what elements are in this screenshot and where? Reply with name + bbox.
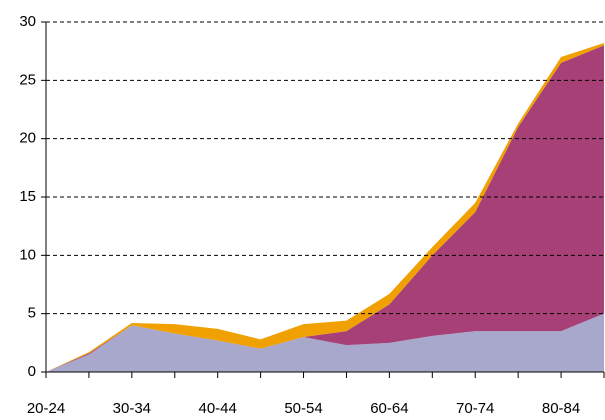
- area: [46, 313, 604, 372]
- y-tick-label: 0: [28, 363, 36, 380]
- y-tick-label: 5: [28, 305, 36, 322]
- y-tick-label: 20: [19, 130, 36, 147]
- y-tick-label: 10: [19, 246, 36, 263]
- y-tick-label: 15: [19, 188, 36, 205]
- x-tick-label: 70-74: [456, 400, 494, 417]
- y-tick-label: 30: [19, 13, 36, 30]
- x-tick-label: 60-64: [370, 400, 408, 417]
- x-tick-label: 40-44: [199, 400, 237, 417]
- x-tick-label: 80-84: [542, 400, 580, 417]
- area: [46, 45, 604, 372]
- y-tick-label: 25: [19, 71, 36, 88]
- x-tick-label: 20-24: [27, 400, 65, 417]
- x-tick-label: 30-34: [113, 400, 151, 417]
- x-tick-label: 50-54: [284, 400, 322, 417]
